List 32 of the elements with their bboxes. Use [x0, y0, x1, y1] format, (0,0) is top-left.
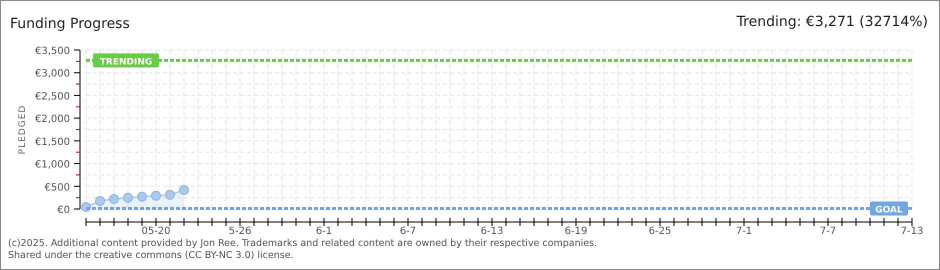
- x-tick-label: 7-1: [736, 226, 752, 237]
- y-tick-label: €2,000: [35, 114, 70, 126]
- x-tick-label: 6-1: [316, 226, 332, 237]
- chart-subtitle: Trending: €3,271 (32714%): [736, 14, 928, 30]
- x-tick-label: 7-13: [900, 226, 924, 237]
- point: [109, 194, 119, 204]
- y-tick-label: €1,000: [35, 160, 70, 171]
- point: [137, 192, 147, 202]
- x-tick-label: 6-25: [648, 226, 672, 237]
- x-tick-label: 5-26: [228, 226, 252, 237]
- y-tick-label: €3,500: [35, 46, 70, 57]
- x-tick-label: 6-19: [564, 226, 588, 237]
- point: [123, 192, 133, 203]
- text: Shared under the creative commons (CC BY-NC 3.0) license.: [8, 250, 294, 261]
- point: [179, 185, 189, 196]
- x-tick-label: 6-7: [400, 226, 416, 237]
- x-tick-label: 05-20: [141, 226, 171, 237]
- y-tick-label: €500: [44, 182, 70, 194]
- x-tick-label: 6-13: [480, 226, 504, 237]
- y-tick-label: €3,000: [35, 68, 70, 80]
- point: [95, 196, 105, 206]
- y-tick-label: €2,500: [35, 91, 70, 102]
- point: [151, 190, 161, 201]
- point: [165, 190, 175, 200]
- ref-line-label: GOAL: [875, 206, 904, 216]
- y-tick-label: €0: [57, 205, 70, 216]
- text: (c)2025. Additional content provided by Jon Ree. Trademarks and related content are owned by their respective companies.: [8, 238, 598, 249]
- chart-title: Funding Progress: [10, 16, 130, 32]
- y-tick-label: €1,500: [35, 136, 70, 148]
- ref-line-label: TRENDING: [100, 57, 152, 68]
- y-axis-title: PLEDGED: [18, 104, 28, 154]
- x-tick-label: 7-7: [820, 226, 836, 237]
